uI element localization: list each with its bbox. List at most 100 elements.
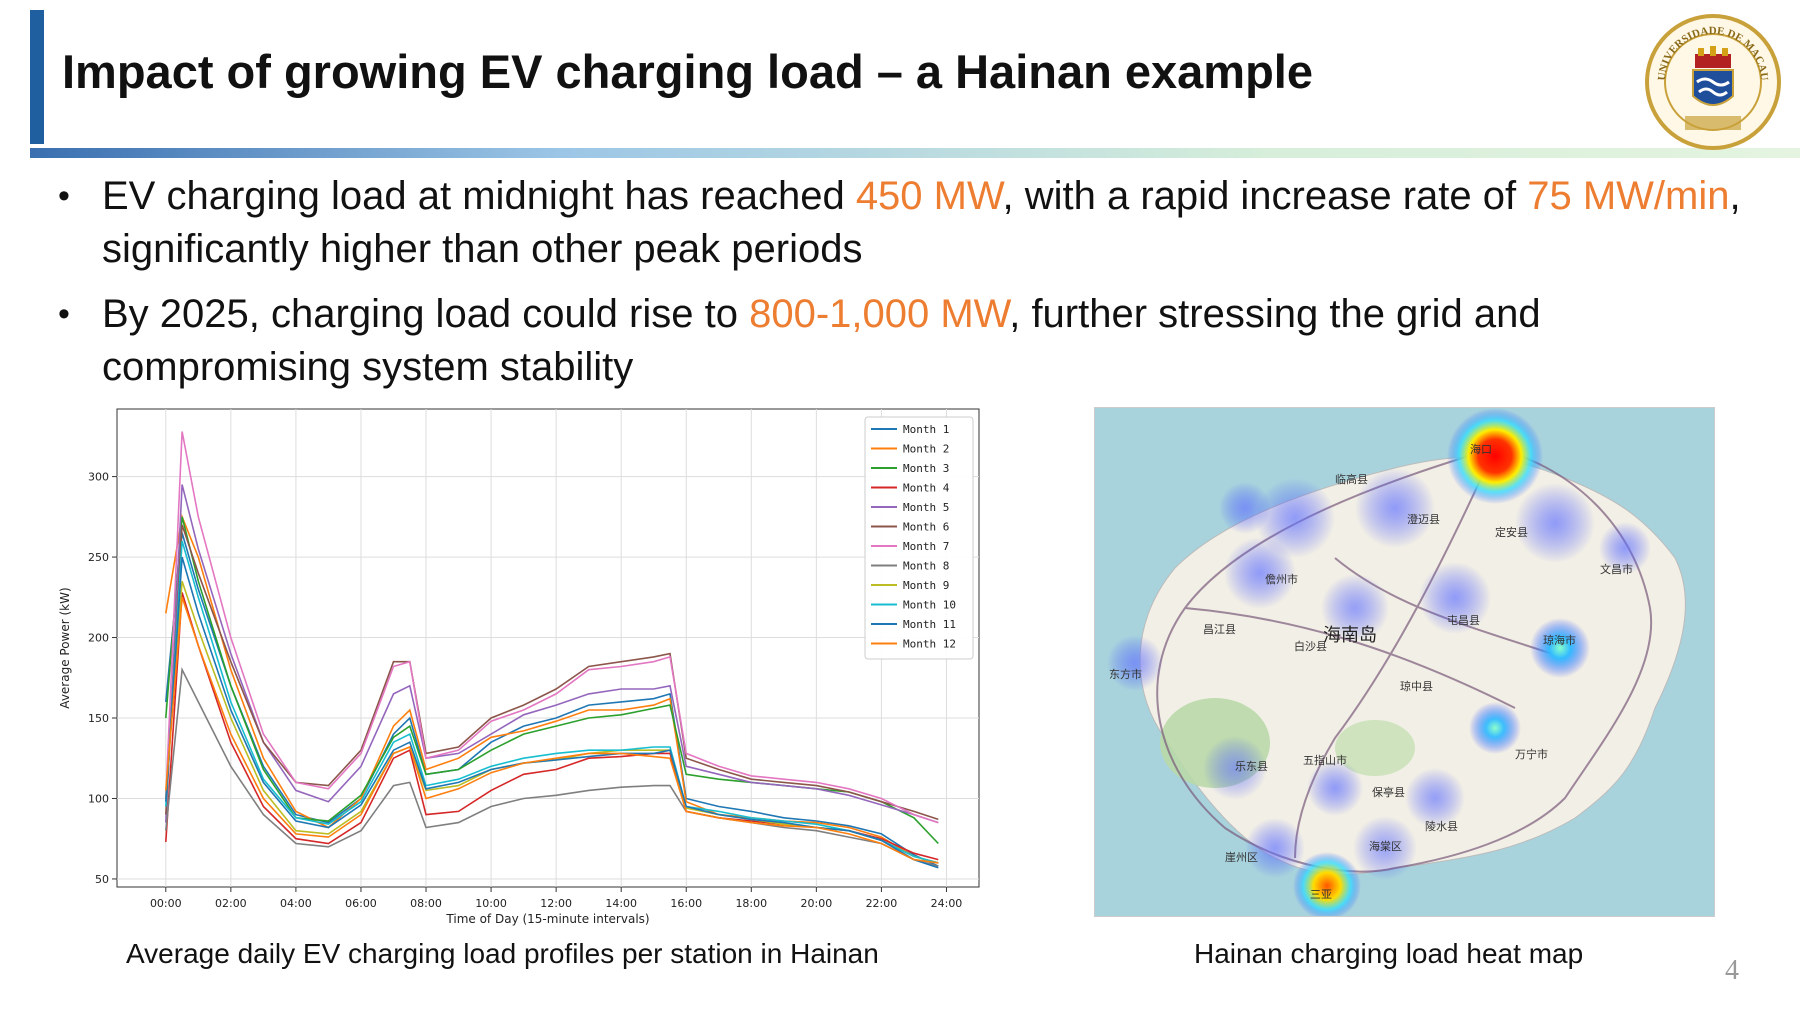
highlight-text: 75 MW/min <box>1527 174 1730 218</box>
x-tick-label: 06:00 <box>345 897 377 910</box>
bullet-item: • By 2025, charging load could rise to 8… <box>58 288 1778 394</box>
bullet-dot-icon: • <box>58 177 70 215</box>
map-city-label: 万宁市 <box>1515 747 1548 761</box>
university-logo: UNIVERSIDADE DE MACAU <box>1645 14 1781 150</box>
legend-label: Month 9 <box>903 579 949 592</box>
series-line <box>165 532 939 867</box>
heat-spot <box>1224 537 1296 609</box>
map-city-label: 琼海市 <box>1543 633 1576 647</box>
series-line <box>165 540 939 864</box>
heat-spot <box>1447 408 1543 504</box>
heat-map: 海南岛 海口 临高县 澄迈县 定安县 文昌市 儋州市 屯昌县 琼海市 白沙县 昌江县 东方市 琼中县万… <box>1094 407 1715 917</box>
y-tick-label: 150 <box>88 712 109 725</box>
map-city-label: 儋州市 <box>1265 572 1298 586</box>
heat-spot <box>1219 482 1271 534</box>
legend-label: Month 6 <box>903 521 949 534</box>
x-tick-label: 10:00 <box>475 897 507 910</box>
series-line <box>165 431 939 824</box>
x-tick-label: 16:00 <box>670 897 702 910</box>
bullet-text: By 2025, charging load could rise to <box>102 292 750 336</box>
legend-label: Month 5 <box>903 501 949 514</box>
series-line <box>165 666 939 867</box>
x-tick-label: 22:00 <box>866 897 898 910</box>
map-city-label: 陵水县 <box>1425 820 1458 833</box>
map-city-label: 崖州区 <box>1225 851 1258 864</box>
bullet-text: , significantly higher than other peak p… <box>102 174 1741 271</box>
map-center-label: 海南岛 <box>1323 625 1377 646</box>
legend-label: Month 10 <box>903 599 956 612</box>
map-city-label: 定安县 <box>1495 525 1528 539</box>
map-city-label: 澄迈县 <box>1407 512 1440 526</box>
legend-label: Month 7 <box>903 540 949 553</box>
legend-label: Month 8 <box>903 560 949 573</box>
map-forest-area <box>1335 720 1415 776</box>
map-city-label: 海口 <box>1470 442 1492 456</box>
x-tick-label: 12:00 <box>540 897 572 910</box>
title-accent-bar <box>30 10 44 144</box>
heat-spot <box>1419 562 1491 634</box>
heat-spot <box>1245 818 1305 878</box>
title-divider <box>30 148 1800 158</box>
legend-label: Month 3 <box>903 462 949 475</box>
map-city-label: 五指山市 <box>1303 753 1347 767</box>
heat-spot <box>1530 618 1590 678</box>
slide-title: Impact of growing EV charging load – a H… <box>62 45 1313 98</box>
map-city-label: 乐东县 <box>1235 760 1268 773</box>
series-line <box>165 524 939 821</box>
legend-label: Month 2 <box>903 443 949 456</box>
x-tick-label: 24:00 <box>931 897 963 910</box>
x-axis-label: Time of Day (15-minute intervals) <box>445 912 649 926</box>
x-tick-label: 14:00 <box>605 897 637 910</box>
heat-spot <box>1469 702 1521 754</box>
heat-spot <box>1321 574 1389 642</box>
bullet-item: • EV charging load at midnight has reach… <box>58 170 1778 276</box>
bullet-dot-icon: • <box>58 295 70 333</box>
legend-label: Month 4 <box>903 482 950 495</box>
bullet-text: , with a rapid increase rate of <box>1002 174 1528 218</box>
x-tick-label: 18:00 <box>735 897 767 910</box>
y-tick-label: 200 <box>88 632 109 645</box>
legend-label: Month 11 <box>903 618 956 631</box>
y-tick-label: 100 <box>88 792 109 805</box>
y-axis-label: Average Power (kW) <box>58 587 72 708</box>
load-profile-chart: 00:00 02:00 04:00 06:00 08:00 10:00 12:00 14:00… <box>58 408 980 926</box>
map-city-label: 琼中县 <box>1400 679 1433 693</box>
x-tick-label: 02:00 <box>215 897 247 910</box>
heat-spot <box>1203 736 1267 800</box>
series-line <box>165 484 939 824</box>
series-line <box>165 597 939 864</box>
map-caption: Hainan charging load heat map <box>1194 938 1584 969</box>
y-tick-label: 300 <box>88 471 109 484</box>
map-city-label: 昌江县 <box>1203 623 1236 636</box>
x-tick-label: 00:00 <box>150 897 182 910</box>
map-city-label: 屯昌县 <box>1447 614 1480 627</box>
chart-caption: Average daily EV charging load profiles … <box>126 938 879 969</box>
bullet-text: EV charging load at midnight has reached <box>102 174 856 218</box>
y-tick-label: 250 <box>88 551 109 564</box>
heat-spot <box>1107 635 1163 691</box>
heat-spot <box>1353 816 1417 880</box>
bullet-text: , further stressing the grid and comprom… <box>102 292 1541 389</box>
bullet-list: • EV charging load at midnight has reach… <box>58 170 1778 406</box>
heat-spot <box>1599 522 1651 574</box>
map-city-label: 文昌市 <box>1600 562 1633 576</box>
legend-box <box>864 416 974 660</box>
map-city-label: 保亭县 <box>1372 785 1405 799</box>
legend-label: Month 12 <box>903 638 956 651</box>
map-city-label: 临高县 <box>1335 472 1368 486</box>
heat-spot <box>1293 852 1361 916</box>
map-city-label: 三亚 <box>1310 888 1332 901</box>
legend-label: Month 1 <box>903 423 949 436</box>
highlight-text: 450 MW <box>855 174 1003 218</box>
map-city-label: 海棠区 <box>1369 839 1402 853</box>
heat-spot <box>1515 483 1595 563</box>
heat-spot <box>1405 768 1465 828</box>
heat-spot <box>1255 478 1335 558</box>
heat-hotspots <box>1107 408 1651 916</box>
y-tick-label: 50 <box>95 873 109 886</box>
x-tick-label: 20:00 <box>801 897 833 910</box>
plot-area <box>116 408 980 888</box>
heat-spot <box>1355 468 1435 548</box>
x-tick-label: 08:00 <box>410 897 442 910</box>
